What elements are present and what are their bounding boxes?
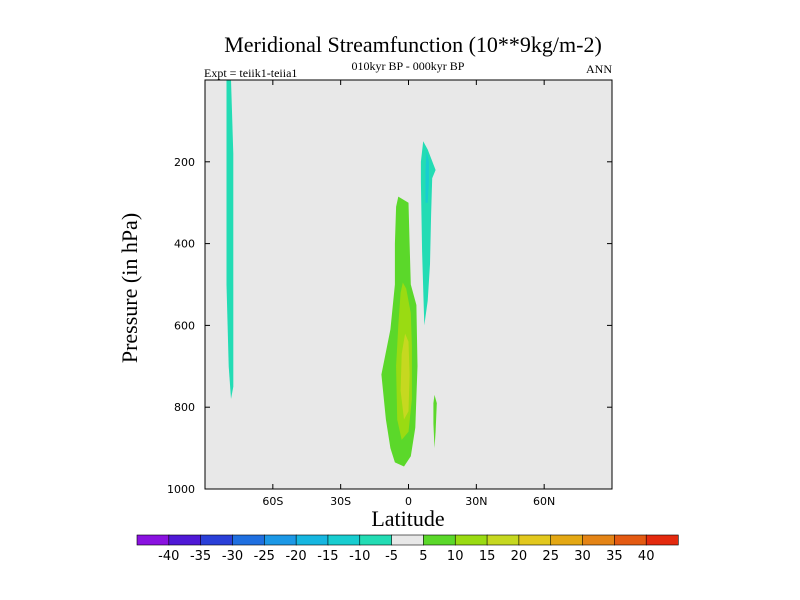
colorbar-swatch [582,534,615,546]
colorbar-swatch [327,534,361,546]
x-tick-label: 30S [330,495,351,508]
colorbar-label: 35 [606,549,623,564]
colorbar-label: 25 [542,549,559,564]
y-tick-label: 800 [174,401,195,414]
colorbar-swatch [423,534,456,546]
colorbar-swatch [263,534,297,546]
colorbar-label: 40 [638,549,655,564]
colorbar-swatch [454,534,488,546]
colorbar-label: 5 [419,549,427,564]
colorbar-swatch [550,534,584,546]
period-label: 010kyr BP - 000kyr BP [352,59,465,73]
contour-region-3 [425,151,429,203]
colorbar-label: -20 [285,549,306,564]
colorbar-swatch [295,534,329,546]
colorbar-swatch [168,534,202,546]
y-tick-label: 400 [174,238,195,251]
colorbar-swatch [518,534,552,546]
colorbar-swatch [359,534,393,546]
colorbar-label: -30 [222,549,243,564]
y-tick-label: 200 [174,156,195,169]
contour-region-7 [400,333,410,420]
season-label: ANN [586,62,612,76]
x-tick-label: 30N [465,495,487,508]
colorbar-label: 30 [574,549,591,564]
x-tick-label: 60N [533,495,555,508]
colorbar-label: -40 [158,549,179,564]
x-tick-label: 60S [262,495,283,508]
colorbar-swatch [645,534,679,546]
colorbar-swatch [614,534,647,546]
colorbar-label: 10 [447,549,464,564]
colorbar-label: -15 [317,549,338,564]
colorbar-label: -10 [349,549,370,564]
colorbar-label: 20 [511,549,528,564]
colorbar-swatch [391,534,425,546]
contour-region-5 [433,394,437,449]
colorbar-swatch [486,534,520,546]
chart-title: Meridional Streamfunction (10**9kg/m-2) [224,32,602,57]
experiment-label: Expt = teiik1-teiia1 [204,66,297,80]
colorbar-label: -35 [190,549,211,564]
y-tick-label: 600 [174,319,195,332]
x-axis-label: Latitude [371,506,444,531]
y-axis: 200 400 600 800 1000 [167,156,612,496]
contour-layer [226,80,437,467]
colorbar-label: -25 [254,549,275,564]
colorbar-label: -5 [385,549,398,564]
colorbar-swatch [232,534,265,546]
contour-region-1 [226,80,234,399]
colorbar-swatch [136,534,170,546]
colorbar: -40 -35 -30 -25 -20 -15 -10 -5 5 10 15 20 25 30 35 40 [136,534,679,564]
x-tick-label: 0 [405,495,412,508]
x-axis: 60S 30S 0 30N 60N [262,80,555,508]
y-tick-label: 1000 [167,483,195,496]
colorbar-label: 15 [479,549,496,564]
contour-region-2 [420,141,436,326]
colorbar-swatch [200,534,234,546]
y-axis-label: Pressure (in hPa) [117,213,142,363]
